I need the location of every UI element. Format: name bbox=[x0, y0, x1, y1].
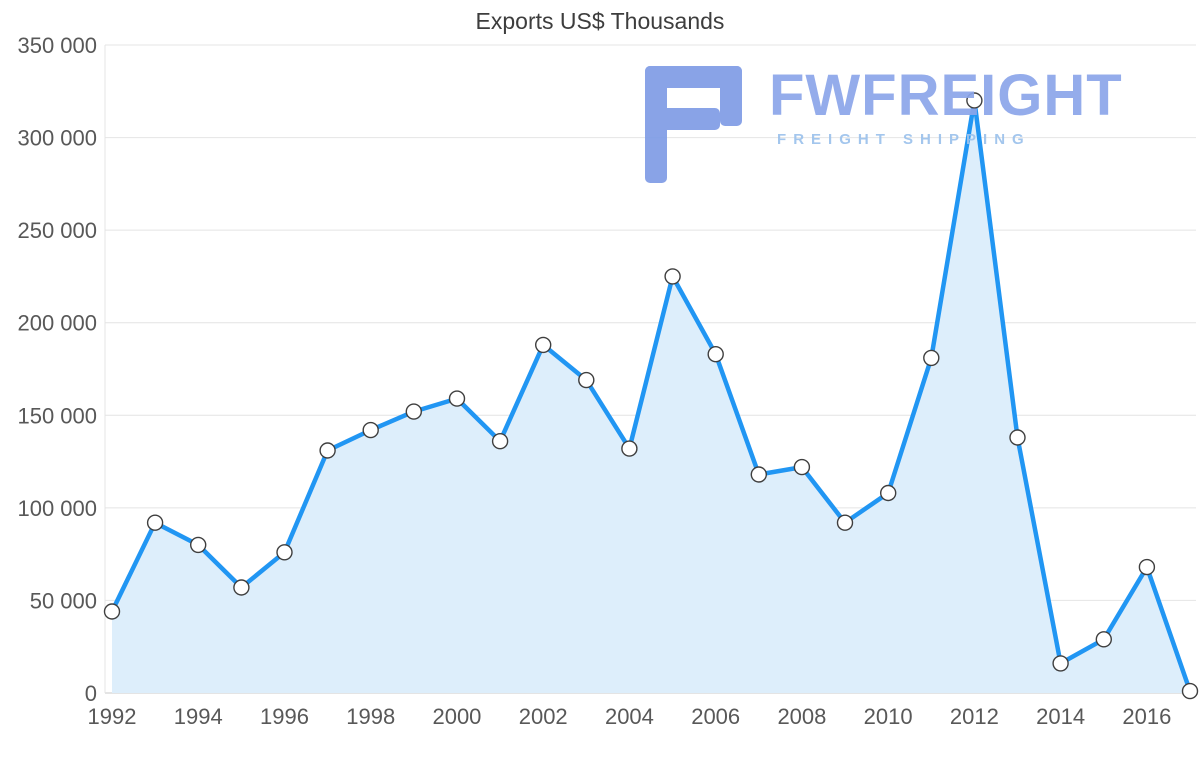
data-point-marker bbox=[966, 92, 983, 109]
x-axis-tick-label: 2016 bbox=[1122, 704, 1171, 729]
data-point-marker bbox=[1095, 631, 1113, 648]
x-axis-tick-label: 1994 bbox=[174, 704, 223, 729]
data-point-marker bbox=[923, 349, 940, 367]
data-point-marker bbox=[319, 442, 336, 459]
x-axis-tick-label: 2008 bbox=[777, 704, 826, 729]
y-axis-tick-label: 350 000 bbox=[17, 33, 97, 58]
series-area-fill bbox=[112, 100, 1190, 693]
data-point-marker bbox=[448, 390, 466, 407]
x-axis-tick-label: 2006 bbox=[691, 704, 740, 729]
data-point-marker bbox=[405, 403, 422, 420]
x-axis-tick-label: 2014 bbox=[1036, 704, 1085, 729]
x-axis-tick-label: 1998 bbox=[346, 704, 395, 729]
data-point-marker bbox=[146, 514, 164, 531]
y-axis-tick-label: 200 000 bbox=[17, 311, 97, 336]
y-axis-tick-label: 250 000 bbox=[17, 218, 97, 243]
data-point-marker bbox=[1052, 655, 1069, 672]
data-point-marker bbox=[707, 346, 724, 363]
data-point-marker bbox=[535, 336, 552, 354]
y-axis-tick-label: 0 bbox=[85, 681, 97, 706]
x-axis-tick-label: 2012 bbox=[950, 704, 999, 729]
data-point-marker bbox=[233, 579, 250, 596]
data-point-marker bbox=[362, 421, 379, 439]
chart-title: Exports US$ Thousands bbox=[475, 8, 725, 34]
data-point-marker bbox=[880, 484, 897, 502]
data-point-marker bbox=[621, 440, 638, 457]
data-point-marker bbox=[578, 371, 595, 389]
series-line bbox=[109, 98, 1193, 694]
data-point-marker bbox=[1009, 429, 1026, 446]
data-point-marker bbox=[1181, 682, 1199, 700]
x-axis-tick-label: 1992 bbox=[88, 704, 137, 729]
data-point-marker bbox=[836, 514, 854, 531]
y-axis-tick-label: 50 000 bbox=[30, 588, 97, 613]
x-axis-tick-label: 1996 bbox=[260, 704, 309, 729]
data-point-marker bbox=[491, 433, 509, 450]
x-axis-tick-label: 2010 bbox=[864, 704, 913, 729]
data-point-marker bbox=[793, 458, 811, 476]
data-point-marker bbox=[664, 268, 681, 285]
data-point-marker bbox=[276, 544, 293, 561]
y-axis-tick-label: 100 000 bbox=[17, 496, 97, 521]
x-axis-tick-label: 2004 bbox=[605, 704, 654, 729]
y-axis-tick-label: 300 000 bbox=[17, 126, 97, 151]
y-axis-tick-label: 150 000 bbox=[17, 403, 97, 428]
x-axis-tick-label: 2000 bbox=[432, 704, 481, 729]
data-point-marker bbox=[189, 536, 207, 554]
data-point-marker bbox=[1138, 558, 1156, 576]
data-point-marker bbox=[103, 603, 121, 620]
x-axis-tick-label: 2002 bbox=[519, 704, 568, 729]
data-point-marker bbox=[750, 466, 767, 483]
